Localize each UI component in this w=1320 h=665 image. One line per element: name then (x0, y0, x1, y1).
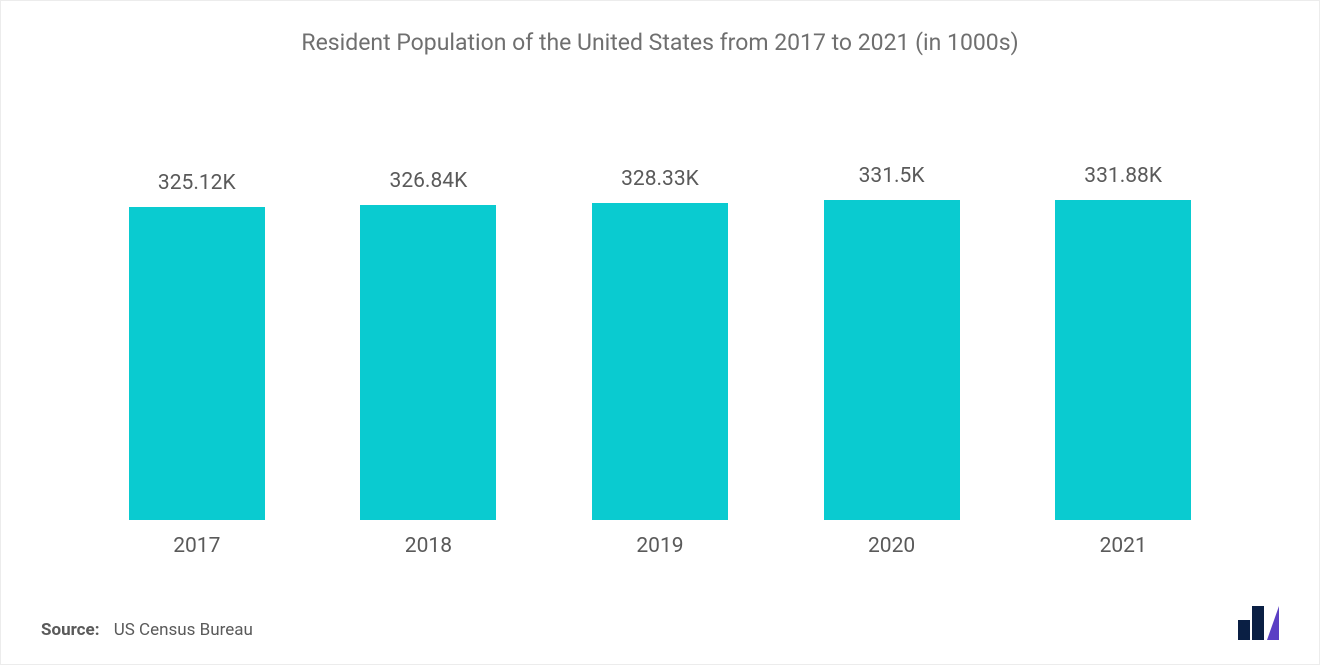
bar-column: 331.5K 2020 (824, 164, 960, 558)
chart-footer: Source: US Census Bureau (41, 558, 1279, 640)
bar (360, 205, 496, 520)
bar-column: 326.84K 2018 (360, 169, 496, 558)
logo-bar-2 (1252, 606, 1264, 640)
bar-category-label: 2019 (636, 534, 683, 558)
chart-container: Resident Population of the United States… (0, 0, 1320, 665)
bar-column: 325.12K 2017 (129, 171, 265, 558)
bar (1055, 200, 1191, 520)
source-text: US Census Bureau (114, 620, 253, 640)
logo-triangle (1267, 606, 1279, 640)
chart-title: Resident Population of the United States… (41, 29, 1279, 56)
bar-category-label: 2018 (405, 534, 452, 558)
bar-value-label: 328.33K (621, 167, 699, 191)
bar (129, 207, 265, 520)
bar-value-label: 331.88K (1084, 164, 1162, 188)
logo-bar-1 (1238, 620, 1250, 640)
bar (824, 200, 960, 520)
bar-category-label: 2020 (868, 534, 915, 558)
bar-value-label: 331.5K (859, 164, 925, 188)
bar-column: 328.33K 2019 (592, 167, 728, 558)
brand-logo (1238, 606, 1279, 640)
bar-value-label: 326.84K (390, 169, 468, 193)
bar (592, 203, 728, 520)
bar-column: 331.88K 2021 (1055, 164, 1191, 558)
bar-category-label: 2021 (1100, 534, 1147, 558)
plot-area: 325.12K 2017 326.84K 2018 328.33K 2019 331.5K 2… (41, 74, 1279, 558)
bar-category-label: 2017 (173, 534, 220, 558)
source-line: Source: US Census Bureau (41, 620, 253, 640)
source-label: Source: (41, 620, 99, 640)
bar-value-label: 325.12K (158, 171, 236, 195)
